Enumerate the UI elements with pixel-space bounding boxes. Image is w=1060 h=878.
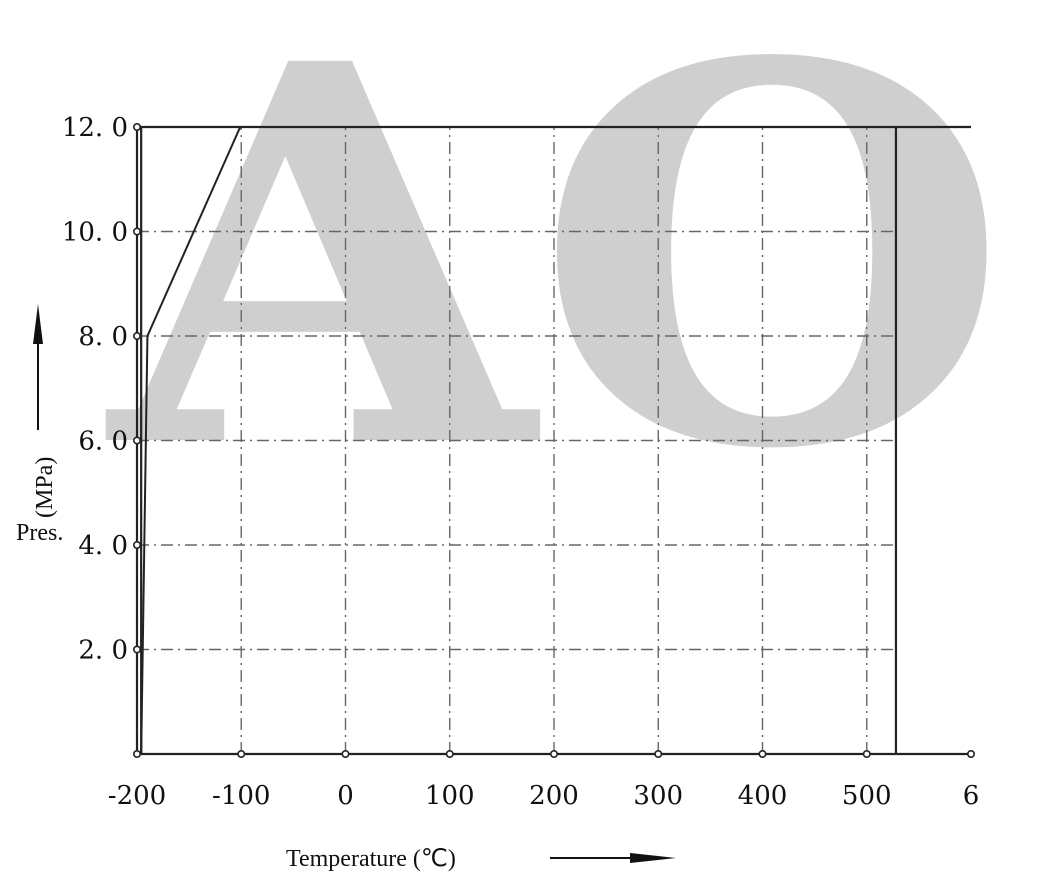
x-tick-mark [549,749,558,758]
y-tick-label: 12. 0 [62,113,128,143]
y-tick-mark [133,645,142,654]
x-tick-mark [341,749,350,758]
x-direction-arrow [550,853,676,863]
x-tick-mark [862,749,871,758]
y-tick-label: 10. 0 [62,218,128,248]
tick-labels: -200 -100 0 100 200 300 400 500 6 2. 0 4. 0 6. 0 8. … [62,113,979,811]
x-tick-mark [654,749,663,758]
y-axis-unit: (MPa) [32,457,58,518]
x-tick-label: 100 [425,781,475,811]
x-tick-label: 6 [963,781,980,811]
y-tick-mark [133,123,142,132]
x-tick-label: 400 [738,781,788,811]
watermark-text: AO [101,0,1010,563]
y-tick-mark [133,331,142,340]
y-axis-label: Pres. [16,520,63,546]
axis-labels: Temperature (℃) Pres. (MPa) [16,304,676,872]
plot-area [140,126,242,755]
y-tick-label: 2. 0 [78,636,128,666]
x-tick-label: 500 [842,781,892,811]
x-axis-label: Temperature (℃) [286,846,456,872]
y-tick-label: 8. 0 [78,322,128,352]
x-tick-mark [966,749,975,758]
grid [137,127,896,754]
y-tick-mark [133,227,142,236]
x-tick-mark [445,749,454,758]
pressure-limit-line [140,126,242,755]
y-tick-label: 6. 0 [78,427,128,457]
y-tick-mark [133,436,142,445]
y-tick-mark [133,540,142,549]
x-tick-label: 300 [633,781,683,811]
x-tick-label: 200 [529,781,579,811]
x-tick-label: -100 [212,781,270,811]
x-tick-mark [758,749,767,758]
y-direction-arrow [33,304,43,430]
x-tick-label: 0 [337,781,354,811]
x-tick-mark [237,749,246,758]
axes [133,123,975,758]
y-tick-label: 4. 0 [78,531,128,561]
watermark: AO [101,0,1010,563]
x-tick-label: -200 [108,781,166,811]
x-tick-mark [133,749,142,758]
